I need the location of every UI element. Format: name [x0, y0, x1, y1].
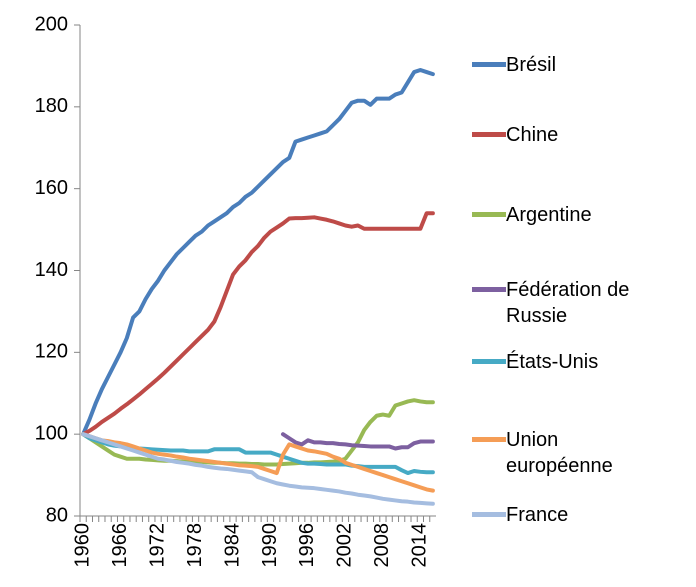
legend-swatch	[472, 212, 506, 217]
legend-label: Chine	[506, 124, 559, 146]
chart: 80 100 120 140 160 180 200 1960 1966 1972 1978 1984…	[35, 13, 436, 568]
x-tick-label: 1972	[146, 523, 168, 568]
x-tick-label: 1960	[71, 523, 93, 568]
legend-label: Fédération de Russie	[506, 279, 630, 327]
y-tick-label: 80	[46, 504, 68, 526]
legend-label: Brésil	[506, 54, 557, 76]
y-tick-label: 140	[35, 259, 68, 281]
y-tick-label: 120	[35, 341, 68, 363]
x-tick-label: 1990	[259, 523, 281, 568]
legend-label: Argentine	[506, 204, 592, 226]
x-tick-label: 1996	[296, 523, 318, 568]
series-line	[81, 432, 435, 506]
x-tick-label: 1978	[184, 523, 206, 568]
series-line	[81, 398, 435, 467]
y-tick-label: 200	[35, 13, 68, 35]
legend-swatch	[472, 62, 506, 67]
legend-swatch	[472, 359, 506, 364]
legend-entry: Brésil	[472, 52, 661, 78]
y-tick-label: 180	[35, 95, 68, 117]
legend-swatch	[472, 512, 506, 517]
legend-entry: Fédération de Russie	[472, 277, 661, 329]
legend-label: États-Unis	[506, 351, 599, 373]
legend-swatch	[472, 287, 506, 292]
y-tick-label: 160	[35, 177, 68, 199]
legend: Brésil Chine Argentine Fédération de Russie…	[472, 0, 696, 587]
legend-label: France	[506, 504, 569, 526]
legend-label: Union européenne	[506, 429, 613, 477]
legend-swatch	[472, 132, 506, 137]
legend-entry: France	[472, 502, 661, 528]
x-tick-label: 2002	[334, 523, 356, 568]
legend-entry: Argentine	[472, 202, 661, 228]
legend-entry: États-Unis	[472, 349, 661, 375]
series-line	[81, 432, 435, 493]
legend-entry: Union européenne	[472, 427, 661, 479]
x-tick-label: 2014	[409, 523, 431, 568]
x-tick-label: 1984	[221, 523, 243, 568]
legend-swatch	[472, 437, 506, 442]
y-tick-label: 100	[35, 422, 68, 444]
series-line	[81, 68, 435, 437]
x-tick-label: 2008	[371, 523, 393, 568]
series-line	[81, 211, 435, 437]
series-line	[280, 432, 435, 451]
x-tick-label: 1966	[109, 523, 131, 568]
legend-entry: Chine	[472, 122, 661, 148]
